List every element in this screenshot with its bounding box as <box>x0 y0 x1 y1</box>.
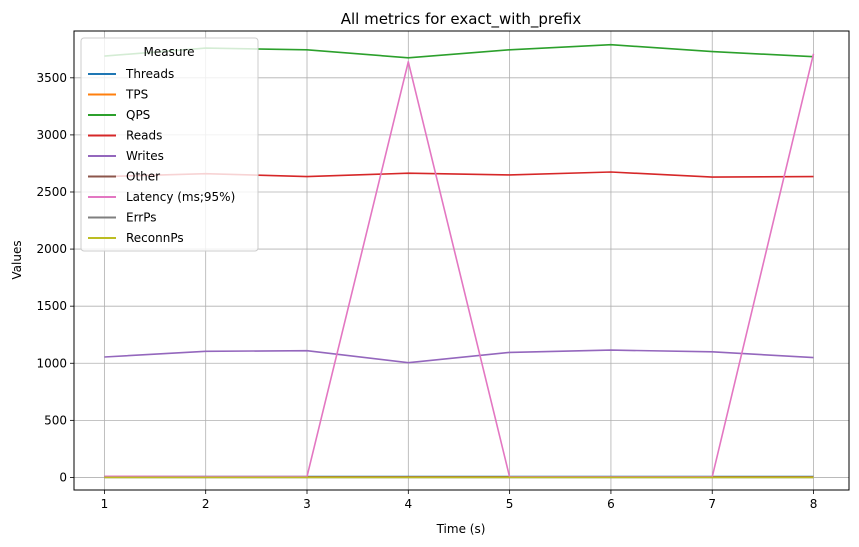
series-lines <box>104 43 815 479</box>
x-axis-label: Time (s) <box>436 522 486 536</box>
x-tick-label: 2 <box>202 497 210 511</box>
x-tick-label: 7 <box>708 497 716 511</box>
legend-title: Measure <box>144 45 195 59</box>
chart-title: All metrics for exact_with_prefix <box>341 10 582 29</box>
x-tick-label: 4 <box>404 497 412 511</box>
x-tick-label: 8 <box>810 497 818 511</box>
y-axis-ticks: 0 500 1000 1500 2000 2500 3000 3500 <box>36 71 74 484</box>
x-tick-label: 5 <box>506 497 514 511</box>
y-tick-label: 1000 <box>36 356 67 370</box>
legend-box <box>80 37 259 252</box>
y-tick-label: 3000 <box>36 128 67 142</box>
x-tick-label: 1 <box>101 497 109 511</box>
legend-label-latency-ms-95: Latency (ms;95%) <box>126 190 235 204</box>
y-tick-label: 1500 <box>36 299 67 313</box>
y-tick-label: 3500 <box>36 71 67 85</box>
legend-label-reads: Reads <box>126 129 162 143</box>
legend-label-tps: TPS <box>125 88 148 102</box>
y-tick-label: 0 <box>59 470 67 484</box>
y-tick-label: 500 <box>44 413 67 427</box>
series-line-writes <box>104 349 814 364</box>
x-axis-ticks: 1 2 3 4 5 6 7 8 <box>101 490 818 511</box>
x-tick-label: 3 <box>303 497 311 511</box>
y-tick-label: 2000 <box>36 242 67 256</box>
legend-label-errps: ErrPs <box>126 211 157 225</box>
legend-label-other: Other <box>126 170 160 184</box>
y-axis-label: Values <box>10 240 24 279</box>
legend-items: Threads TPS QPS Reads Writes Other Latency (ms… <box>88 67 235 245</box>
legend-label-writes: Writes <box>126 149 164 163</box>
legend-label-threads: Threads <box>125 67 174 81</box>
legend-label-reconnps: ReconnPs <box>126 231 184 245</box>
x-tick-label: 6 <box>607 497 615 511</box>
legend: Measure Threads TPS QPS Reads Writes Other Lat… <box>80 37 259 252</box>
legend-label-qps: QPS <box>126 108 150 122</box>
plot-frame <box>73 30 850 491</box>
y-tick-label: 2500 <box>36 185 67 199</box>
